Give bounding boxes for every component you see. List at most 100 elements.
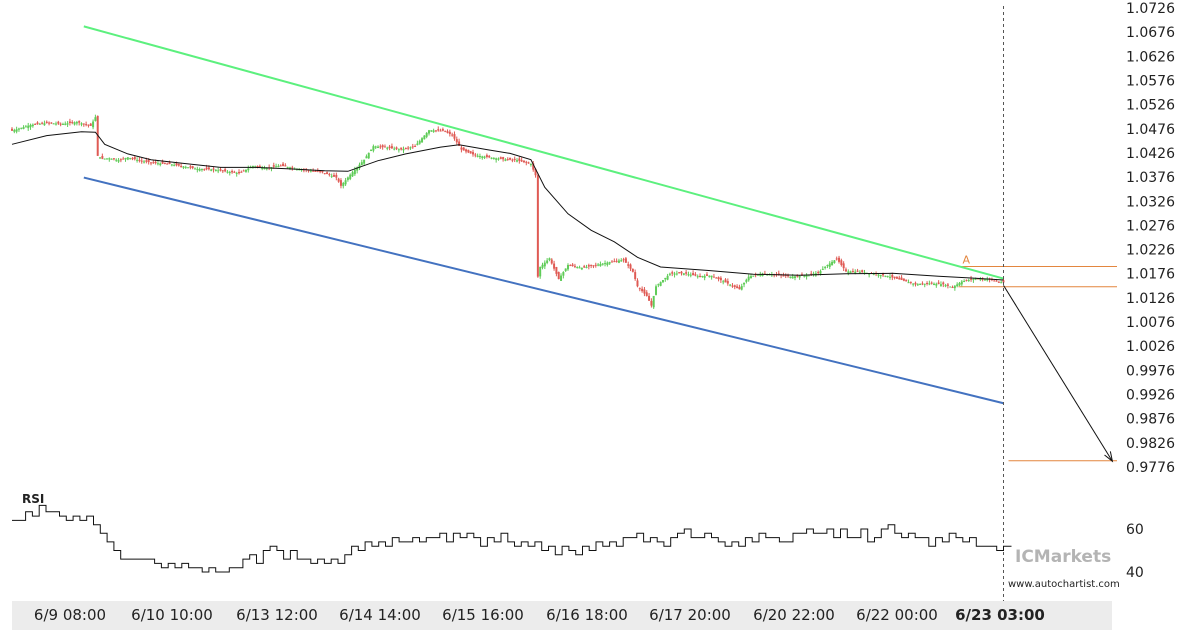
- candle-body: [944, 285, 947, 287]
- candle-body: [599, 264, 602, 267]
- candle-body: [66, 123, 69, 125]
- candle-body: [36, 122, 39, 125]
- candle-body: [411, 146, 414, 148]
- candle-body: [525, 161, 528, 163]
- rsi-label: RSI: [22, 492, 44, 506]
- y-tick-label: 1.0626: [1126, 49, 1175, 65]
- candle-body: [427, 130, 430, 134]
- candle-body: [409, 147, 412, 149]
- candle-body: [119, 159, 122, 161]
- candle-body: [24, 126, 27, 128]
- candle-body: [282, 163, 285, 166]
- candle-body: [75, 122, 78, 124]
- candle-body: [930, 282, 933, 284]
- candle-body: [275, 166, 278, 168]
- candle-body: [15, 129, 18, 132]
- candle-body: [472, 152, 475, 155]
- candle-body: [182, 166, 185, 168]
- candle-body: [928, 283, 931, 285]
- candle-body: [177, 163, 180, 166]
- candle-body: [997, 281, 1000, 283]
- candle-body: [745, 279, 748, 282]
- candle-body: [580, 267, 583, 270]
- candle-body: [784, 274, 787, 276]
- x-tick-label: 6/23 03:00: [955, 606, 1045, 624]
- candle-body: [909, 281, 912, 283]
- candle-body: [824, 266, 827, 268]
- candle-body: [365, 156, 368, 159]
- candle-body: [749, 276, 752, 279]
- candle-body: [752, 275, 755, 277]
- candle-body: [432, 130, 435, 132]
- candle-body: [803, 275, 806, 277]
- candle-body: [673, 273, 676, 275]
- candle-body: [112, 158, 115, 160]
- candle-body: [638, 288, 641, 290]
- candle-body: [265, 167, 268, 170]
- candle-body: [923, 283, 926, 285]
- candle-body: [791, 276, 794, 279]
- candle-body: [50, 122, 53, 124]
- candle-body: [863, 272, 866, 274]
- candle-body: [895, 276, 898, 279]
- y-axis: 1.0726 1.0676 1.0626 1.0576 1.0526 1.0476 1.04…: [1126, 1, 1175, 476]
- candle-body: [166, 163, 169, 165]
- candle-body: [430, 130, 433, 132]
- candle-body: [231, 171, 234, 173]
- candle-body: [451, 134, 454, 136]
- candle-body: [712, 276, 715, 278]
- candle-body: [856, 270, 859, 272]
- forecast-arrow: [1003, 285, 1114, 463]
- candle-body: [884, 275, 887, 277]
- candle-body: [41, 122, 44, 124]
- candle-body: [377, 146, 380, 148]
- candle-body: [715, 277, 718, 279]
- candle-body: [953, 285, 956, 289]
- candle-body: [729, 284, 732, 286]
- candle-body: [462, 147, 465, 151]
- candle-body: [522, 160, 525, 163]
- candle-body: [34, 123, 37, 125]
- candle-body: [22, 127, 25, 129]
- candle-body: [152, 162, 155, 164]
- candle-body: [312, 170, 315, 172]
- rsi-panel: RSI 60 40 ICMarkets www.autochartist.com: [12, 492, 1144, 590]
- candle-body: [1002, 280, 1005, 283]
- candle-body: [251, 165, 254, 168]
- candle-body: [576, 266, 579, 268]
- y-tick-label: 1.0726: [1126, 1, 1175, 17]
- candle-body: [546, 260, 549, 263]
- x-tick-label: 6/10 10:00: [131, 606, 213, 624]
- candle-body: [381, 145, 384, 148]
- candle-body: [333, 175, 336, 177]
- rsi-tick-label: 60: [1126, 522, 1144, 538]
- candle-body: [203, 169, 206, 171]
- candle-body: [557, 272, 560, 280]
- candle-body: [708, 275, 711, 277]
- candle-body: [583, 266, 586, 268]
- candle-body: [27, 125, 30, 129]
- candle-body: [504, 159, 507, 161]
- candle-body: [736, 286, 739, 289]
- candle-body: [601, 263, 604, 265]
- candle-body: [397, 149, 400, 151]
- candle-body: [629, 264, 632, 269]
- candle-body: [761, 273, 764, 277]
- candle-body: [339, 180, 342, 186]
- candle-body: [388, 146, 391, 148]
- candle-body: [951, 287, 954, 289]
- candle-body: [872, 273, 875, 275]
- candle-body: [145, 160, 148, 162]
- candle-body: [926, 282, 929, 284]
- candle-body: [756, 274, 759, 276]
- candle-body: [759, 274, 762, 276]
- candle-body: [465, 149, 468, 152]
- candle-body: [184, 166, 187, 168]
- candle-body: [650, 300, 653, 306]
- candle-body: [272, 165, 275, 167]
- rsi-axis: 60 40: [1126, 522, 1144, 581]
- candle-body: [671, 272, 674, 274]
- candle-body: [604, 263, 607, 265]
- candle-body: [68, 121, 71, 123]
- candlesticks: [11, 114, 1005, 309]
